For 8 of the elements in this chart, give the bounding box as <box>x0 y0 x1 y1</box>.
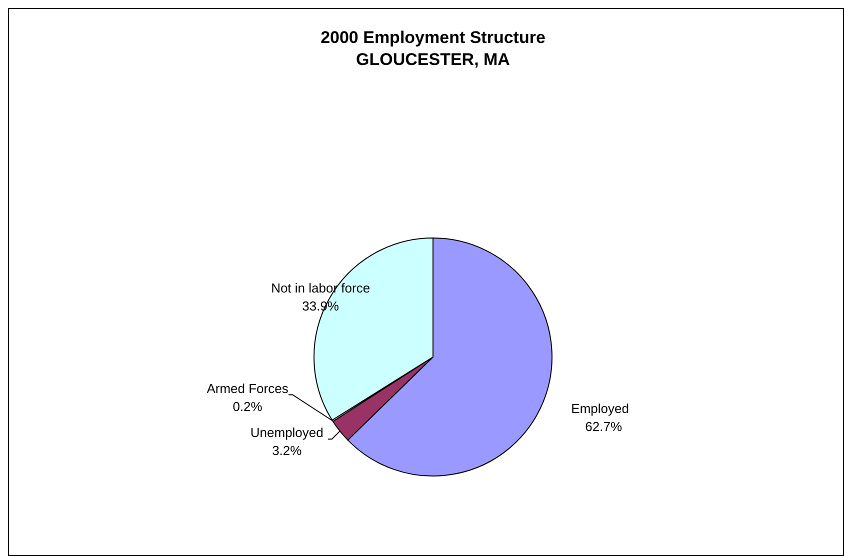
data-label: 0.2% <box>232 398 263 414</box>
slice-label: Employed <box>571 401 629 416</box>
chart-subtitle: GLOUCESTER, MA <box>356 50 510 69</box>
chart-title: 2000 Employment Structure <box>320 28 546 47</box>
data-label: 3.2% <box>272 443 302 458</box>
data-label: 62.7% <box>585 419 622 434</box>
slice-label: Unemployed <box>250 425 324 440</box>
slice-label: Armed Forces <box>206 380 289 396</box>
